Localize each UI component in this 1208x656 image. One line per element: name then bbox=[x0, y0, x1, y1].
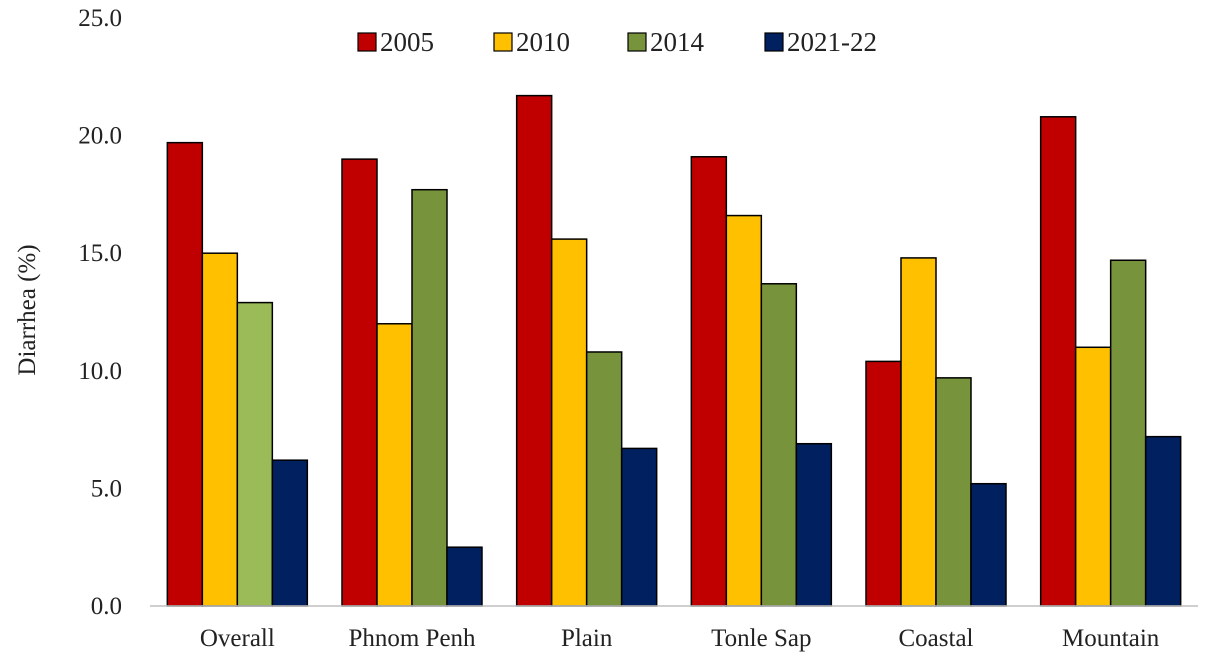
category-label: Overall bbox=[200, 625, 275, 652]
y-tick-label: 15.0 bbox=[78, 240, 122, 267]
bar-2010-mountain bbox=[1074, 346, 1112, 607]
y-tick-label: 5.0 bbox=[91, 475, 122, 502]
bar-2014-plain bbox=[585, 351, 623, 607]
bar-2010-phnom-penh bbox=[376, 323, 413, 607]
bar-2010-coastal bbox=[900, 257, 937, 607]
category-label: Phnom Penh bbox=[348, 625, 476, 652]
bar-2014-overall bbox=[236, 301, 274, 607]
bar-2014-coastal bbox=[935, 377, 972, 607]
bar-2014-phnom-penh bbox=[411, 188, 448, 607]
bar-2010-plain bbox=[550, 238, 588, 607]
bar-2021-22-overall bbox=[271, 459, 309, 607]
bar-2005-tonle-sap bbox=[690, 156, 728, 607]
bar-2010-tonle-sap bbox=[725, 214, 763, 607]
y-axis-title: Diarrhea (%) bbox=[14, 244, 41, 375]
bar-2005-overall bbox=[166, 141, 204, 607]
y-tick-label: 10.0 bbox=[78, 358, 122, 385]
category-label: Plain bbox=[561, 625, 613, 652]
legend-swatch bbox=[493, 32, 513, 52]
bar-2021-22-plain bbox=[620, 447, 658, 607]
bar-2005-mountain bbox=[1039, 116, 1077, 607]
legend-label: 2005 bbox=[380, 27, 434, 57]
bar-2021-22-coastal bbox=[970, 482, 1007, 607]
bar-2005-plain bbox=[515, 94, 553, 607]
legend-label: 2014 bbox=[650, 27, 705, 57]
bar-2005-phnom-penh bbox=[341, 158, 378, 607]
bar-2021-22-tonle-sap bbox=[795, 442, 833, 607]
bar-2014-mountain bbox=[1109, 259, 1147, 607]
category-label: Mountain bbox=[1062, 625, 1160, 652]
legend-label: 2021-22 bbox=[787, 27, 877, 57]
legend-swatch bbox=[627, 32, 647, 52]
bar-2021-22-mountain bbox=[1144, 435, 1182, 607]
bar-2010-overall bbox=[201, 252, 239, 607]
y-tick-label: 0.0 bbox=[91, 593, 122, 620]
y-tick-label: 25.0 bbox=[78, 5, 122, 32]
category-label: Tonle Sap bbox=[711, 625, 811, 652]
bar-2014-tonle-sap bbox=[760, 283, 798, 607]
y-tick-label: 20.0 bbox=[78, 123, 122, 150]
legend-swatch bbox=[357, 32, 377, 52]
bar-2005-coastal bbox=[865, 360, 902, 607]
category-label: Coastal bbox=[899, 625, 974, 652]
bar-2021-22-phnom-penh bbox=[446, 546, 483, 607]
legend-swatch bbox=[764, 32, 784, 52]
legend-label: 2010 bbox=[516, 27, 570, 57]
